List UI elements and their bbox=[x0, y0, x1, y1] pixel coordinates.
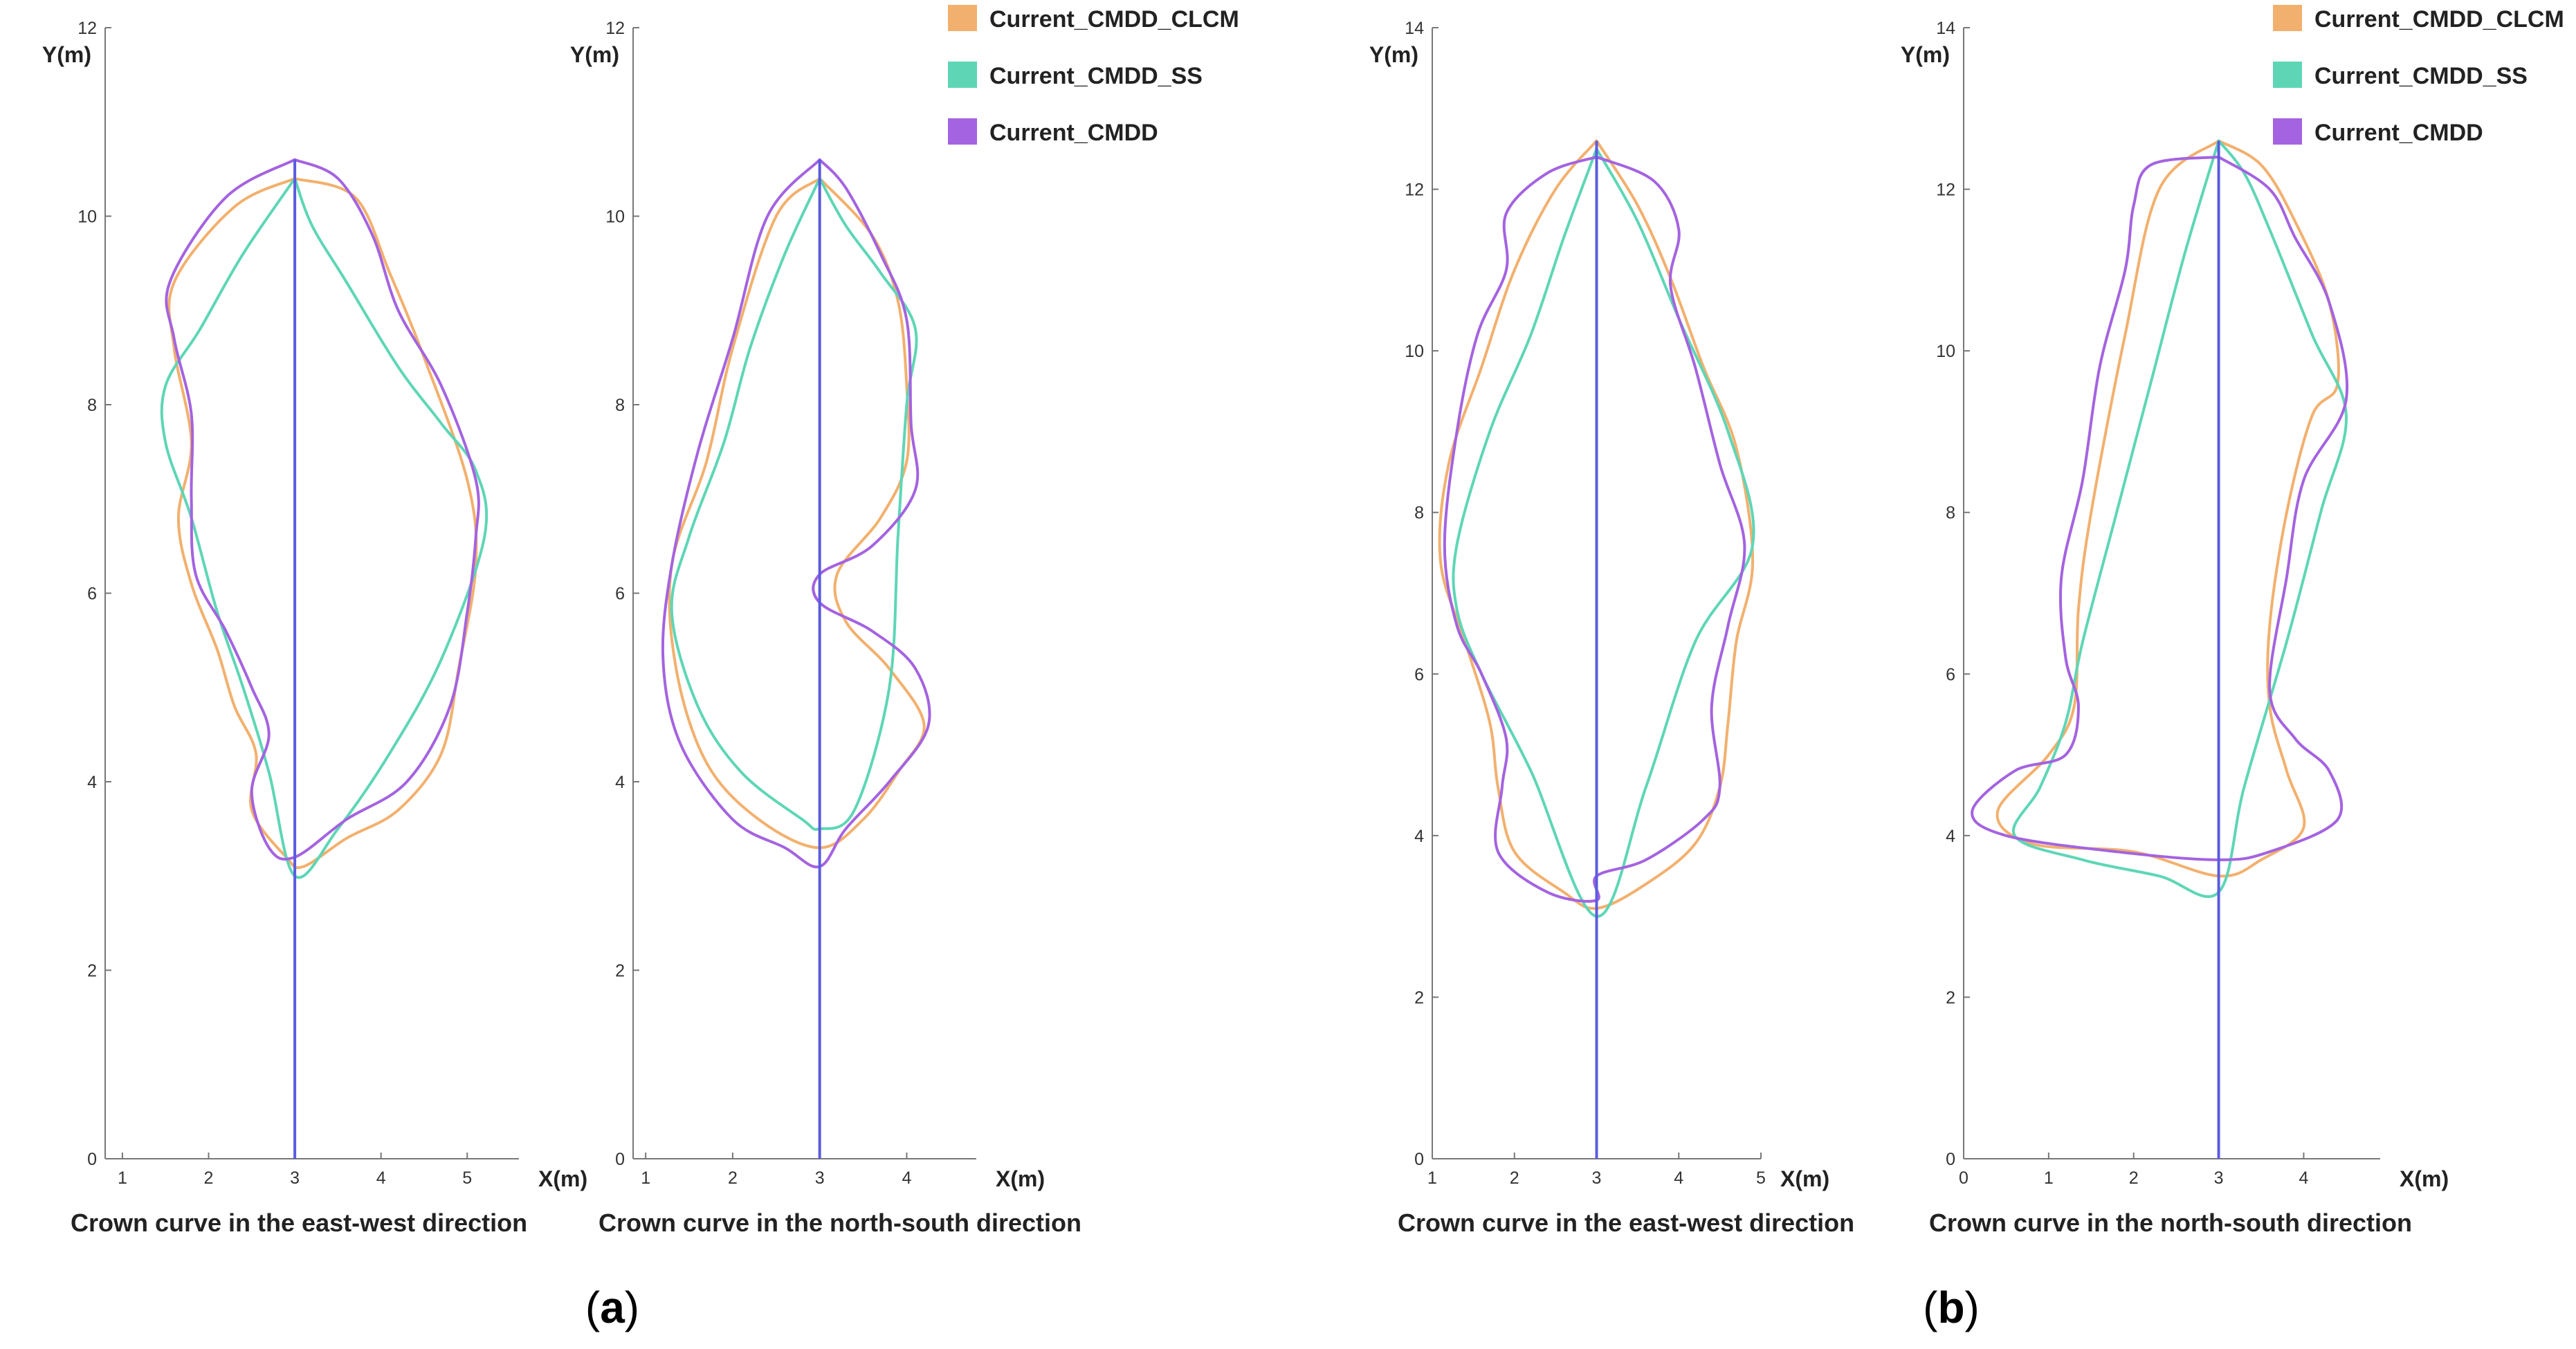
y-tick-label: 10 bbox=[1405, 342, 1424, 361]
y-tick-label: 10 bbox=[605, 208, 625, 227]
legend: Current_CMDD_CLCM Current_CMDD_SS Current_… bbox=[2273, 5, 2564, 146]
y-tick-label: 12 bbox=[1936, 181, 1955, 200]
series-line-current-cmdd-ss bbox=[1452, 147, 1755, 918]
legend-swatch bbox=[948, 118, 977, 145]
series-line-current-cmdd-clcm bbox=[668, 177, 926, 850]
x-axis-label: X(m) bbox=[538, 1166, 587, 1191]
legend: Current_CMDD_CLCM Current_CMDD_SS Current_… bbox=[948, 5, 1239, 146]
y-tick-label: 2 bbox=[87, 962, 97, 981]
y-tick-label: 8 bbox=[87, 396, 97, 415]
x-tick-label: 4 bbox=[902, 1168, 911, 1188]
y-tick-label: 6 bbox=[1414, 665, 1424, 684]
y-axis-label: Y(m) bbox=[1901, 42, 1950, 67]
series-line-current-cmdd-ss bbox=[670, 177, 918, 831]
x-tick-label: 2 bbox=[1510, 1168, 1519, 1188]
y-tick-label: 14 bbox=[1936, 19, 1955, 38]
x-tick-label: 3 bbox=[1592, 1168, 1602, 1188]
chart-caption: Crown curve in the east-west direction bbox=[1398, 1209, 1854, 1237]
legend-label: Current_CMDD_SS bbox=[989, 63, 1203, 89]
y-tick-label: 10 bbox=[1936, 342, 1955, 361]
y-axis-label: Y(m) bbox=[42, 42, 91, 67]
panel-label-a: (a) bbox=[585, 1283, 639, 1332]
chart-caption: Crown curve in the north-south direction bbox=[599, 1209, 1081, 1237]
legend-label: Current_CMDD bbox=[2314, 120, 2483, 146]
y-axis-label: Y(m) bbox=[570, 42, 619, 67]
x-axis-label: X(m) bbox=[1780, 1166, 1829, 1191]
y-tick-label: 14 bbox=[1405, 19, 1424, 38]
y-tick-label: 4 bbox=[1414, 827, 1424, 846]
series-line-current-cmdd bbox=[1443, 155, 1746, 903]
y-tick-label: 4 bbox=[87, 773, 97, 792]
y-axis-label: Y(m) bbox=[1369, 42, 1418, 67]
series-line-current-cmdd bbox=[1971, 155, 2349, 861]
x-tick-label: 3 bbox=[815, 1168, 825, 1188]
legend-swatch bbox=[948, 62, 977, 88]
x-axis-label: X(m) bbox=[996, 1166, 1045, 1191]
legend-swatch bbox=[948, 5, 977, 31]
x-tick-label: 2 bbox=[728, 1168, 738, 1188]
y-tick-label: 2 bbox=[615, 962, 625, 981]
legend-label: Current_CMDD_SS bbox=[2314, 63, 2528, 89]
y-tick-label: 8 bbox=[1414, 504, 1424, 523]
legend-label: Current_CMDD_CLCM bbox=[989, 6, 1239, 33]
y-tick-label: 0 bbox=[1946, 1150, 1955, 1169]
panel-label-b: (b) bbox=[1923, 1283, 1980, 1332]
x-tick-label: 2 bbox=[204, 1168, 214, 1188]
y-tick-label: 12 bbox=[1405, 181, 1424, 200]
y-tick-label: 2 bbox=[1414, 988, 1424, 1007]
y-tick-label: 12 bbox=[605, 19, 625, 38]
y-tick-label: 10 bbox=[77, 208, 97, 227]
x-tick-label: 1 bbox=[118, 1168, 127, 1188]
y-tick-label: 0 bbox=[1414, 1150, 1424, 1169]
x-tick-label: 5 bbox=[462, 1168, 472, 1188]
series-line-current-cmdd-ss bbox=[2011, 139, 2348, 899]
x-tick-label: 4 bbox=[1674, 1168, 1683, 1188]
x-tick-label: 4 bbox=[376, 1168, 386, 1188]
legend-swatch bbox=[2273, 118, 2302, 145]
chart-caption: Crown curve in the north-south direction bbox=[1929, 1209, 2412, 1237]
y-tick-label: 6 bbox=[1946, 665, 1955, 684]
chart-caption: Crown curve in the east-west direction bbox=[71, 1209, 527, 1237]
y-tick-label: 8 bbox=[615, 396, 625, 415]
x-tick-label: 1 bbox=[641, 1168, 650, 1188]
series-line-current-cmdd bbox=[661, 158, 931, 869]
x-tick-label: 1 bbox=[1427, 1168, 1437, 1188]
y-tick-label: 6 bbox=[87, 585, 97, 604]
x-tick-label: 3 bbox=[290, 1168, 300, 1188]
series-line-current-cmdd-ss bbox=[160, 177, 488, 879]
series-line-current-cmdd bbox=[165, 158, 480, 861]
x-tick-label: 1 bbox=[2044, 1168, 2054, 1188]
legend-label: Current_CMDD bbox=[989, 120, 1158, 146]
x-axis-label: X(m) bbox=[2400, 1166, 2449, 1191]
x-tick-label: 4 bbox=[2299, 1168, 2308, 1188]
x-tick-label: 0 bbox=[1959, 1168, 1968, 1188]
legend-label: Current_CMDD_CLCM bbox=[2314, 6, 2564, 33]
y-tick-label: 12 bbox=[77, 19, 97, 38]
y-tick-label: 2 bbox=[1946, 988, 1955, 1007]
series-line-current-cmdd-clcm bbox=[167, 177, 478, 870]
legend-swatch bbox=[2273, 5, 2302, 31]
y-tick-label: 0 bbox=[87, 1150, 97, 1169]
y-tick-label: 4 bbox=[1946, 827, 1955, 846]
y-tick-label: 8 bbox=[1946, 504, 1955, 523]
x-tick-label: 2 bbox=[2129, 1168, 2139, 1188]
y-tick-label: 6 bbox=[615, 585, 625, 604]
legend-swatch bbox=[2273, 62, 2302, 88]
y-tick-label: 4 bbox=[615, 773, 625, 792]
y-tick-label: 0 bbox=[615, 1150, 625, 1169]
x-tick-label: 5 bbox=[1756, 1168, 1766, 1188]
x-tick-label: 3 bbox=[2214, 1168, 2224, 1188]
